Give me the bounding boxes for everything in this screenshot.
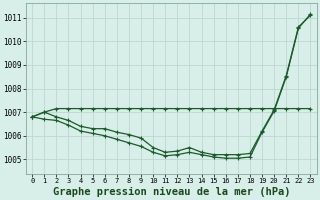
X-axis label: Graphe pression niveau de la mer (hPa): Graphe pression niveau de la mer (hPa) [52,186,290,197]
